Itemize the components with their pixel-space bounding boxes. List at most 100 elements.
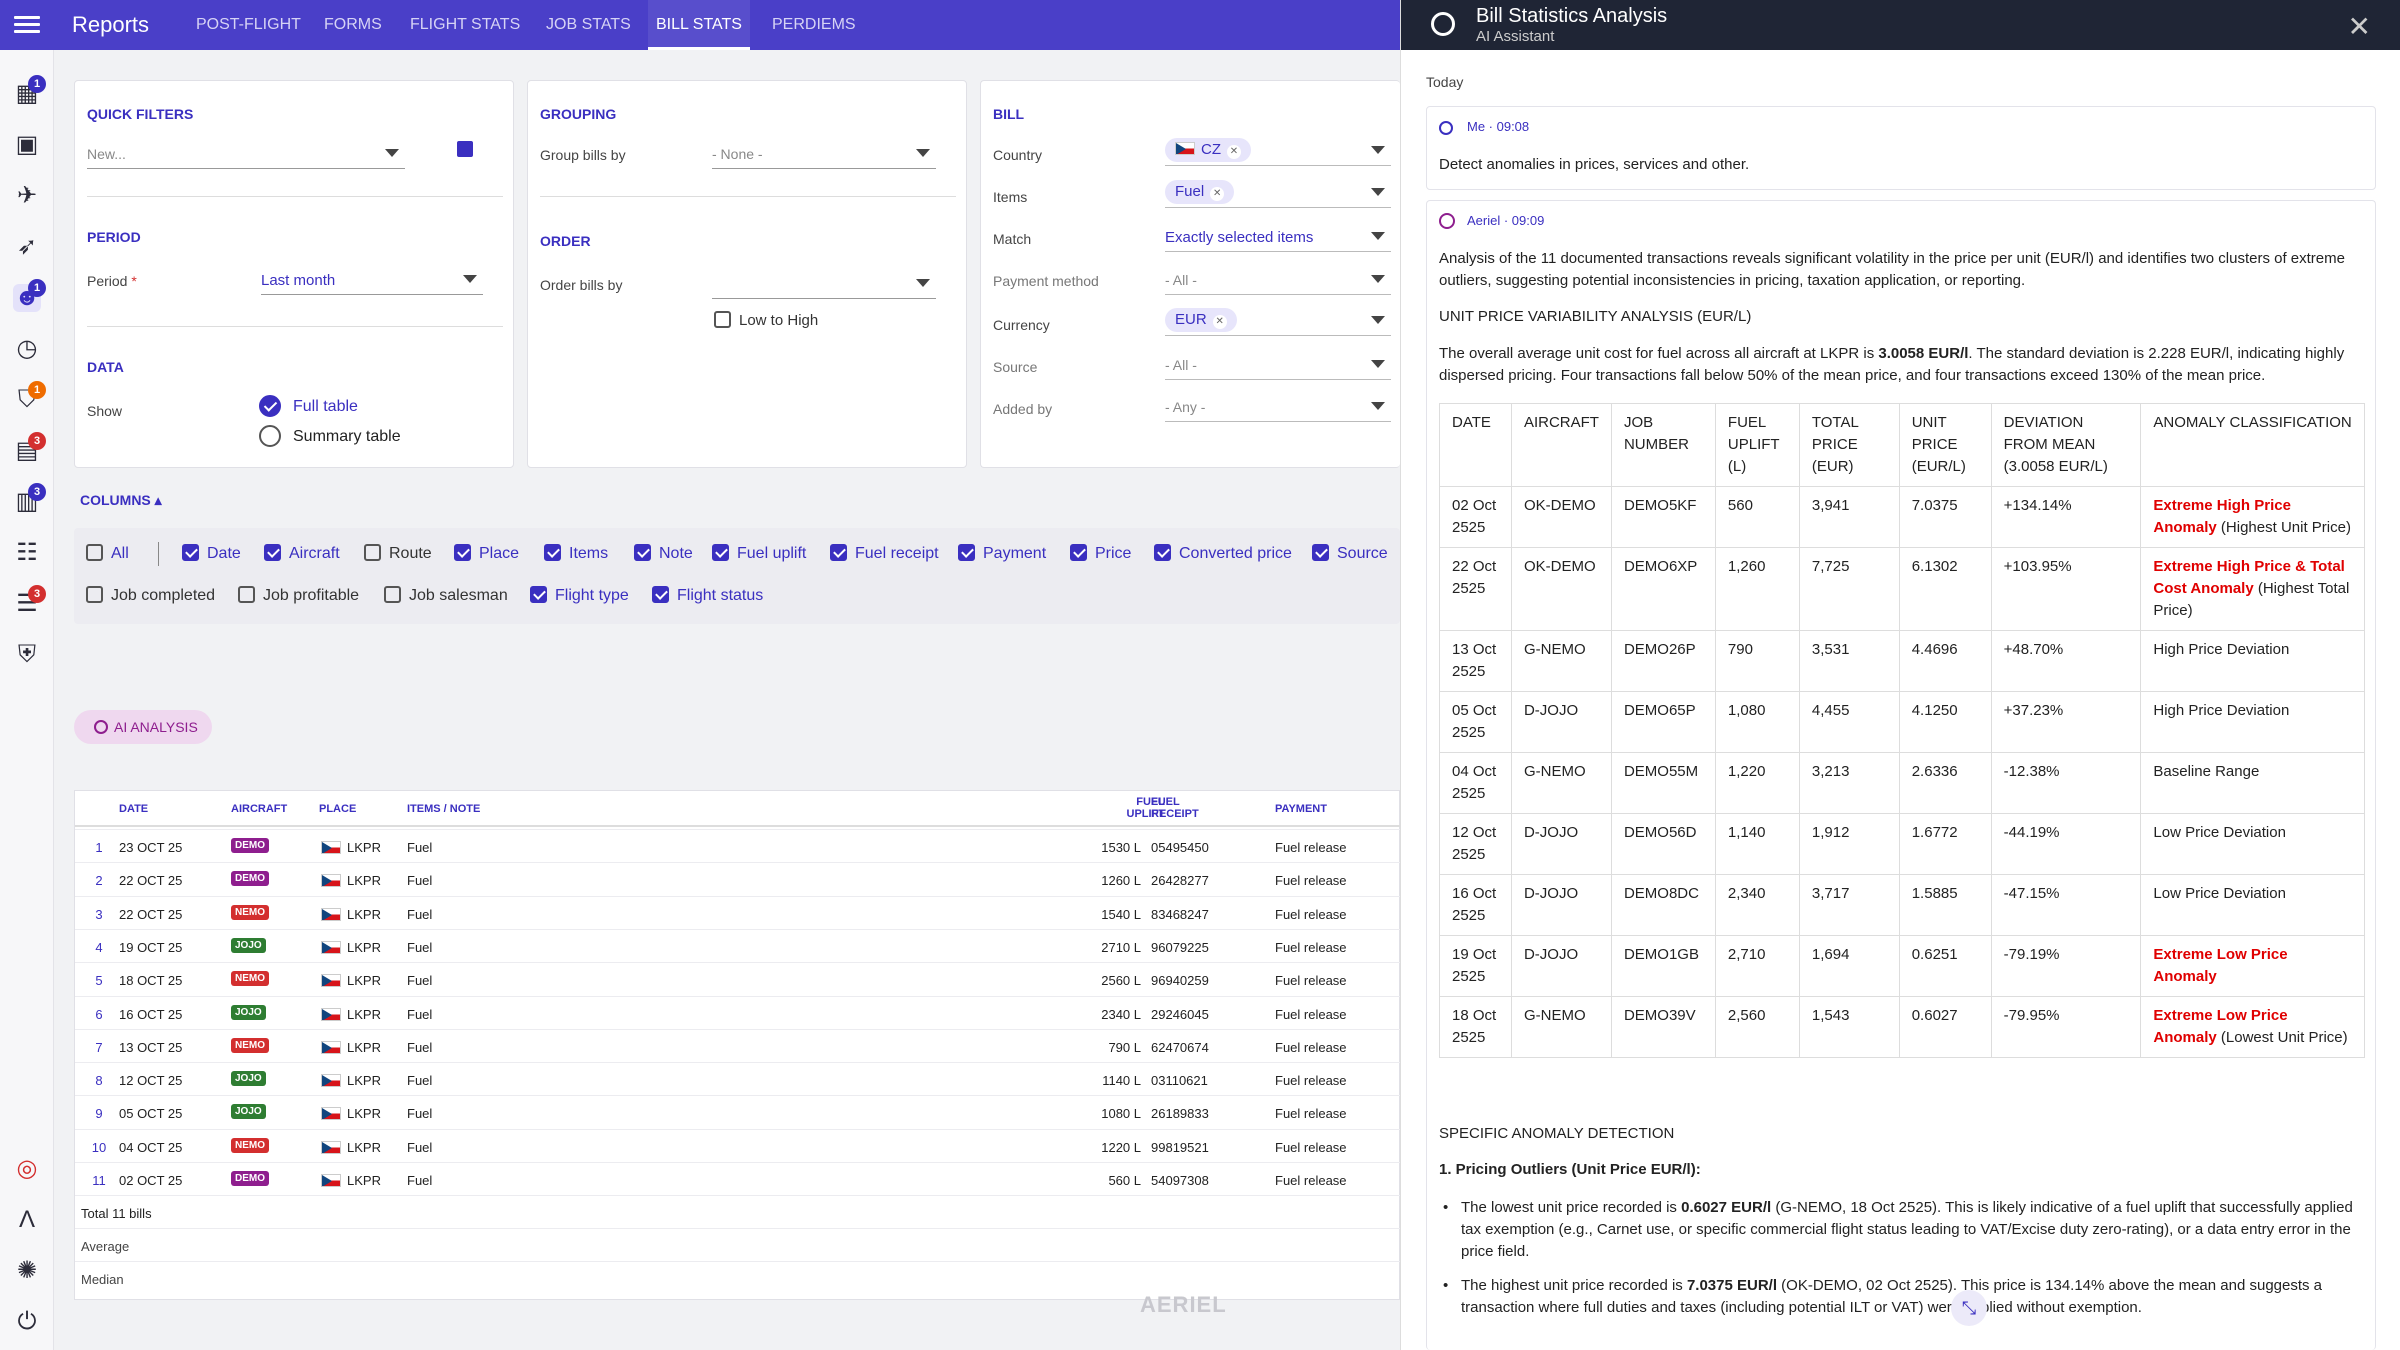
user-text: Detect anomalies in prices, services and… <box>1439 156 1750 173</box>
th-fuel-receipt[interactable]: FUEL RECEIPT <box>1151 796 1199 820</box>
table-row[interactable]: 8 12 OCT 25 JOJO LKPR Fuel 1140 L 03110621 Fuel… <box>75 1062 1401 1095</box>
tab-job-stats[interactable]: JOB STATS <box>546 16 631 33</box>
th-aircraft[interactable]: AIRCRAFT <box>231 803 288 815</box>
crew-icon[interactable]: ☻ <box>13 284 41 312</box>
czech-flag-icon <box>321 874 341 888</box>
logout-icon[interactable]: ⏻ <box>17 1308 37 1335</box>
row-place: LKPR <box>347 1006 381 1022</box>
col-items[interactable]: Items <box>544 544 608 563</box>
route-icon[interactable]: ➶ <box>16 233 38 260</box>
col-note[interactable]: Note <box>634 544 693 563</box>
items-chip[interactable]: Fuel ✕ <box>1165 180 1235 204</box>
remove-chip-icon[interactable]: ✕ <box>1210 187 1225 201</box>
czech-flag-icon <box>321 907 341 921</box>
tab-forms[interactable]: FORMS <box>324 16 382 33</box>
table-row[interactable]: 5 18 OCT 25 NEMO LKPR Fuel 2560 L 96940259 Fuel… <box>75 962 1401 995</box>
col-aircraft[interactable]: Aircraft <box>264 544 340 563</box>
columns-toggle[interactable]: COLUMNS ▴ <box>80 492 162 508</box>
order-select[interactable] <box>712 269 936 299</box>
ai-analysis-button[interactable]: AI ANALYSIS <box>74 710 212 744</box>
calendar-icon[interactable]: ▣ <box>15 131 39 158</box>
security-icon[interactable]: ⛨ <box>18 641 36 668</box>
table-row[interactable]: 3 22 OCT 25 NEMO LKPR Fuel 1540 L 83468247 Fuel… <box>75 895 1401 929</box>
quick-filter-select[interactable]: New... <box>87 139 405 169</box>
aircraft-tag: JOJO <box>231 1104 266 1120</box>
col-date[interactable]: Date <box>182 544 241 563</box>
table-row[interactable]: 7 13 OCT 25 NEMO LKPR Fuel 790 L 62470674 Fuel … <box>75 1028 1401 1062</box>
col-price[interactable]: Price <box>1070 544 1131 563</box>
row-date: 04 OCT 25 <box>119 1139 183 1155</box>
row-number: 4 <box>95 939 103 955</box>
help-icon[interactable]: ✺ <box>16 1257 38 1284</box>
people-icon[interactable]: ☷ <box>16 539 38 566</box>
table-row[interactable]: 10 04 OCT 25 NEMO LKPR Fuel 1220 L 99819521 Fue… <box>75 1128 1401 1162</box>
th-place[interactable]: PLACE <box>319 803 357 815</box>
table-row[interactable]: 11 02 OCT 25 DEMO LKPR Fuel 560 L 54097308 Fuel… <box>75 1162 1401 1195</box>
table-row[interactable]: 2 22 OCT 25 DEMO LKPR Fuel 1260 L 26428277 Fuel… <box>75 862 1401 895</box>
airplane-icon[interactable]: ✈ <box>16 182 38 209</box>
row-payment: Fuel release <box>1275 973 1347 989</box>
tab-post-flight[interactable]: POST-FLIGHT <box>196 16 301 33</box>
tab-perdiems[interactable]: PERDIEMS <box>772 16 856 33</box>
currency-select[interactable]: EUR ✕ <box>1165 306 1391 336</box>
table-row[interactable]: 1 23 OCT 25 DEMO LKPR Fuel 1530 L 05495450 Fuel… <box>75 829 1401 862</box>
anomaly-cell: G-NEMO <box>1510 752 1612 814</box>
country-select[interactable]: CZ ✕ <box>1165 136 1391 166</box>
currency-chip[interactable]: EUR ✕ <box>1165 308 1237 332</box>
checkbox-icon <box>634 544 651 561</box>
th-date[interactable]: DATE <box>119 803 149 815</box>
payment-select[interactable]: - All - <box>1165 265 1391 295</box>
anomaly-cell: 2,710 <box>1714 935 1800 997</box>
collapse-icon[interactable]: ⤡ <box>1951 1290 1987 1326</box>
table-row[interactable]: 9 05 OCT 25 JOJO LKPR Fuel 1080 L 26189833 Fuel… <box>75 1095 1401 1128</box>
anomaly-classification: High Price Deviation <box>2140 691 2365 753</box>
col-flight-status[interactable]: Flight status <box>652 586 763 605</box>
col-job-salesman[interactable]: Job salesman <box>384 586 508 605</box>
hamburger-menu-icon[interactable] <box>14 12 40 38</box>
col-converted-price[interactable]: Converted price <box>1154 544 1292 563</box>
th-payment[interactable]: PAYMENT <box>1275 803 1327 815</box>
row-payment: Fuel release <box>1275 939 1347 955</box>
tab-bill-stats[interactable]: BILL STATS <box>648 0 750 50</box>
country-chip[interactable]: CZ ✕ <box>1165 138 1251 162</box>
match-select[interactable]: Exactly selected items <box>1165 222 1391 252</box>
th-fuel-uplift[interactable]: FUEL UPLIFT <box>1126 796 1166 820</box>
user-message: Me · 09:08 Detect anomalies in prices, s… <box>1426 106 2376 190</box>
period-select[interactable]: Last month <box>261 265 483 295</box>
col-payment[interactable]: Payment <box>958 544 1046 563</box>
col-source[interactable]: Source <box>1312 544 1388 563</box>
aeriel-logo-icon[interactable]: Λ <box>18 1206 36 1233</box>
group-select[interactable]: - None - <box>712 139 936 169</box>
col-place[interactable]: Place <box>454 544 519 563</box>
col-all[interactable]: All <box>86 544 129 563</box>
col-job-profitable[interactable]: Job profitable <box>238 586 359 605</box>
chevron-down-icon <box>1371 232 1385 240</box>
row-payment: Fuel release <box>1275 873 1347 889</box>
table-row[interactable]: 6 16 OCT 25 JOJO LKPR Fuel 2340 L 29246045 Fuel… <box>75 995 1401 1029</box>
source-select[interactable]: - All - <box>1165 350 1391 380</box>
table-row[interactable]: 4 19 OCT 25 JOJO LKPR Fuel 2710 L 96079225 Fuel… <box>75 928 1401 962</box>
low-to-high-checkbox[interactable]: Low to High <box>714 311 818 329</box>
th-items[interactable]: ITEMS / NOTE <box>407 803 481 815</box>
match-label: Match <box>993 231 1032 247</box>
save-icon[interactable] <box>457 141 473 157</box>
radio-full-table[interactable]: Full table <box>259 395 358 417</box>
items-select[interactable]: Fuel ✕ <box>1165 178 1391 208</box>
col-route[interactable]: Route <box>364 544 432 563</box>
anomaly-classification: Baseline Range <box>2140 752 2365 814</box>
tab-flight-stats[interactable]: FLIGHT STATS <box>410 16 521 33</box>
col-fuel-receipt[interactable]: Fuel receipt <box>830 544 939 563</box>
radio-summary-table[interactable]: Summary table <box>259 425 401 447</box>
remove-chip-icon[interactable]: ✕ <box>1212 315 1227 329</box>
row-number: 9 <box>95 1106 103 1122</box>
col-fuel-uplift[interactable]: Fuel uplift <box>712 544 806 563</box>
power-target-icon[interactable]: ◎ <box>16 1155 38 1182</box>
clock-icon[interactable]: ◷ <box>16 335 38 362</box>
remove-chip-icon[interactable]: ✕ <box>1227 145 1241 159</box>
col-job-completed[interactable]: Job completed <box>86 586 215 605</box>
col-flight-type[interactable]: Flight type <box>530 586 629 605</box>
added-by-select[interactable]: - Any - <box>1165 392 1391 422</box>
data-title: DATA <box>87 359 124 375</box>
anomaly-cell: D-JOJO <box>1510 691 1612 753</box>
close-icon[interactable]: ✕ <box>2347 11 2371 42</box>
